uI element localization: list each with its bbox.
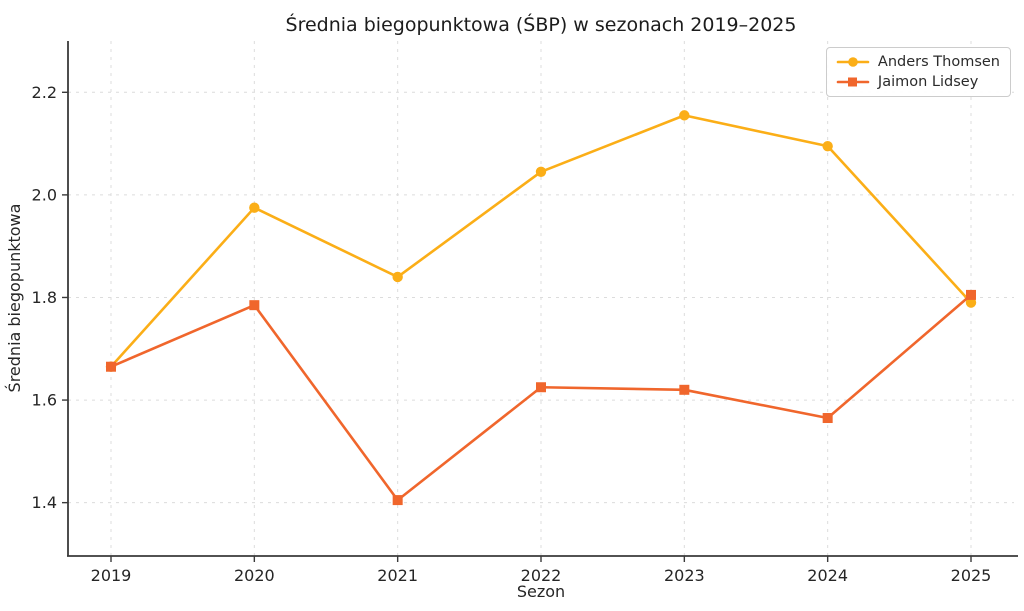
- chart-title: Średnia biegopunktowa (ŚBP) w sezonach 2…: [286, 12, 797, 36]
- legend-item-anders-thomsen: Anders Thomsen: [836, 55, 1000, 70]
- data-point-marker: [536, 382, 546, 393]
- y-tick-label: 1.8: [32, 288, 57, 307]
- legend-marker: [847, 77, 857, 87]
- y-tick-label: 1.4: [32, 493, 57, 512]
- data-point-marker: [966, 289, 976, 300]
- data-point-marker: [106, 361, 116, 372]
- legend-label: Jaimon Lidsey: [877, 73, 979, 90]
- legend: Anders Thomsen Jaimon Lidsey: [825, 47, 1011, 97]
- legend-swatch-icon: [836, 77, 870, 87]
- data-point-marker: [822, 413, 833, 424]
- y-axis-label: Średnia biegopunktowa: [5, 204, 24, 393]
- data-point-marker: [822, 140, 833, 152]
- data-point-marker: [535, 166, 547, 178]
- data-point-marker: [679, 384, 690, 395]
- data-point-marker: [679, 110, 690, 121]
- legend-swatch-icon: [836, 57, 870, 68]
- series-layer: [105, 110, 977, 506]
- data-point-marker: [392, 271, 403, 283]
- gridlines: [68, 41, 1014, 556]
- y-tick-label: 1.6: [32, 391, 57, 410]
- y-tick-label: 2.2: [32, 83, 57, 102]
- data-point-marker: [249, 202, 260, 213]
- tick-labels: 1.4 1.6 1.8 2.0 2.2 2019 2020 2021 2022 2023 2024 2…: [32, 83, 992, 585]
- x-tick-label: 2022: [521, 566, 562, 585]
- x-tick-label: 2023: [664, 566, 705, 585]
- x-tick-label: 2020: [234, 566, 275, 585]
- legend-label: Anders Thomsen: [877, 54, 1000, 70]
- legend-item-jaimon-lidsey: Jaimon Lidsey: [836, 73, 1000, 90]
- x-tick-label: 2024: [807, 566, 848, 585]
- series-line: [109, 293, 973, 502]
- axes: [62, 41, 1018, 562]
- data-point-marker: [965, 297, 977, 308]
- y-tick-label: 2.0: [32, 185, 57, 204]
- legend-marker: [848, 57, 858, 68]
- data-point-marker: [392, 495, 403, 506]
- x-tick-label: 2025: [951, 566, 992, 585]
- data-point-marker: [249, 300, 260, 311]
- x-tick-label: 2021: [377, 566, 418, 585]
- x-axis-label: Sezon: [517, 582, 565, 601]
- x-tick-label: 2019: [91, 566, 132, 585]
